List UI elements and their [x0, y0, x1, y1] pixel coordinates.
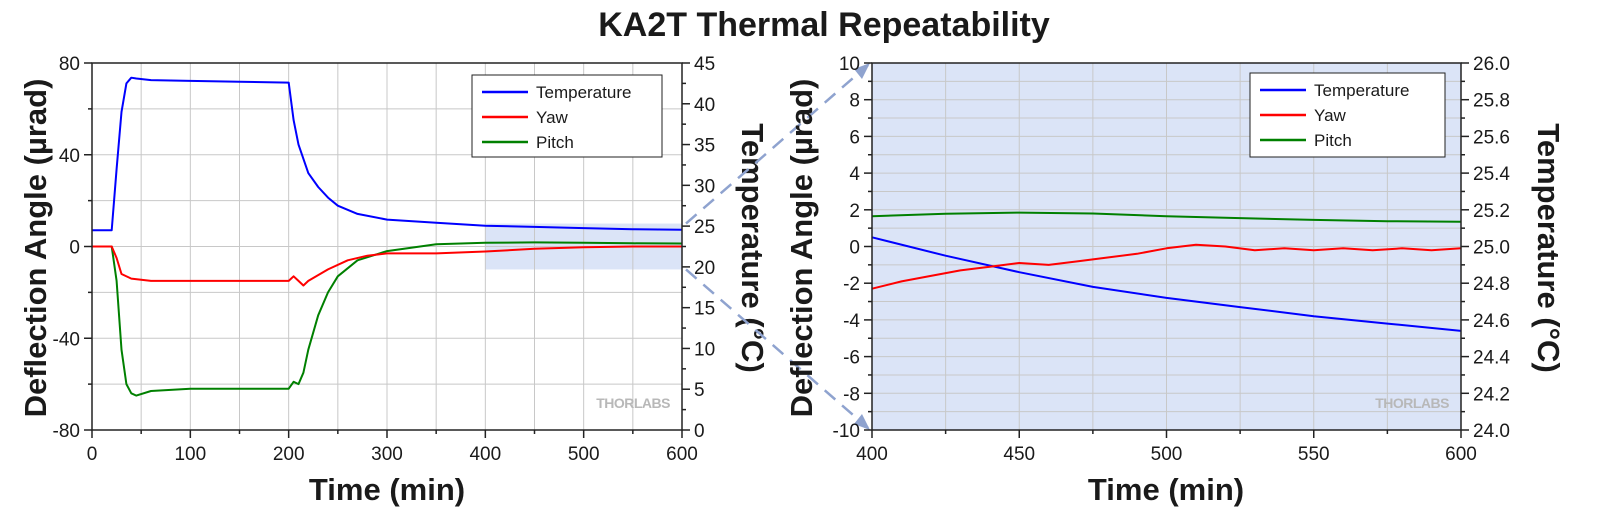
- y2-tick-label: 25.6: [1473, 127, 1510, 148]
- x-tick-label: 450: [1003, 444, 1035, 465]
- y2-tick-label: 24.8: [1473, 274, 1510, 295]
- legend-label-pitch: Pitch: [1314, 131, 1352, 150]
- legend-label-yaw: Yaw: [536, 108, 569, 127]
- y2-tick-label: 25.2: [1473, 201, 1510, 222]
- legend-label-yaw: Yaw: [1314, 106, 1347, 125]
- x-tick-label: 100: [174, 444, 206, 465]
- y-tick-label: 0: [849, 238, 860, 259]
- x-axis-label: Time (min): [1088, 472, 1244, 507]
- y2-tick-label: 20: [694, 258, 715, 279]
- series-line-yaw: [92, 245, 682, 287]
- series-line-temperature: [871, 236, 1462, 332]
- x-tick-label: 500: [1151, 444, 1183, 465]
- y2-axis-label: Temperature (°C): [735, 123, 770, 373]
- x-tick-label: 400: [469, 444, 501, 465]
- y-tick-label: 40: [59, 146, 80, 167]
- y2-tick-label: 10: [694, 339, 715, 360]
- y2-tick-label: 0: [694, 421, 705, 442]
- y-tick-label: -8: [843, 384, 860, 405]
- y-tick-label: -10: [833, 421, 860, 442]
- series-line-pitch: [871, 211, 1462, 223]
- plot-area: [92, 76, 683, 397]
- series-line-yaw: [871, 243, 1462, 290]
- x-tick-label: 550: [1298, 444, 1330, 465]
- y2-tick-label: 45: [694, 54, 715, 75]
- plot-area: [871, 211, 1462, 332]
- y-tick-label: 2: [849, 201, 860, 222]
- y-tick-label: -2: [843, 274, 860, 295]
- connector-arrow-top: [854, 63, 870, 79]
- y2-tick-label: 35: [694, 136, 715, 157]
- y2-tick-label: 30: [694, 176, 715, 197]
- y-tick-label: 10: [839, 54, 860, 75]
- y-tick-label: -80: [53, 421, 80, 442]
- series-line-temperature: [92, 76, 683, 232]
- chart-overview: 0 100 200 300 400 500 600 -80 -40 0 40 80 0 5 10 15 20 25…: [18, 54, 770, 507]
- zoom-connectors: [685, 63, 870, 430]
- y-tick-label: -40: [53, 329, 80, 350]
- legend-label-temperature: Temperature: [536, 83, 631, 102]
- y2-tick-label: 25.8: [1473, 91, 1510, 112]
- x-tick-label: 200: [273, 444, 305, 465]
- legend: Temperature Yaw Pitch: [1249, 72, 1446, 158]
- y2-tick-label: 24.4: [1473, 348, 1510, 369]
- chart-zoom: 400 450 500 550 600 -10 -8 -6 -4 -2 0 2 4 6 8 10 24.0 24.…: [784, 54, 1566, 507]
- x-tick-label: 0: [87, 444, 98, 465]
- y2-tick-label: 24.2: [1473, 384, 1510, 405]
- y-tick-label: -4: [843, 311, 860, 332]
- x-tick-label: 400: [856, 444, 888, 465]
- x-tick-label: 500: [568, 444, 600, 465]
- legend-label-pitch: Pitch: [536, 133, 574, 152]
- y-tick-label: 80: [59, 54, 80, 75]
- watermark: THORLABS: [596, 395, 670, 411]
- x-tick-label: 600: [1445, 444, 1477, 465]
- y2-tick-label: 24.6: [1473, 311, 1510, 332]
- y2-tick-label: 26.0: [1473, 54, 1510, 75]
- ticks: 0 100 200 300 400 500 600 -80 -40 0 40 80 0 5 10 15 20 25…: [53, 54, 716, 465]
- watermark: THORLABS: [1375, 395, 1449, 411]
- y-tick-label: 0: [69, 238, 80, 259]
- x-axis-label: Time (min): [309, 472, 465, 507]
- figure-title: KA2T Thermal Repeatability: [598, 6, 1050, 44]
- legend: Temperature Yaw Pitch: [471, 74, 663, 158]
- ticks: 400 450 500 550 600 -10 -8 -6 -4 -2 0 2 4 6 8 10 24.0 24.…: [833, 54, 1511, 465]
- y2-tick-label: 40: [694, 95, 715, 116]
- connector-bottom: [685, 268, 869, 429]
- y2-axis-label: Temperature (°C): [1531, 123, 1566, 373]
- y-axis-label: Deflection Angle (µrad): [784, 79, 819, 418]
- y-tick-label: 6: [849, 127, 860, 148]
- y-tick-label: 8: [849, 91, 860, 112]
- x-tick-label: 600: [666, 444, 698, 465]
- y-tick-label: -6: [843, 348, 860, 369]
- y2-tick-label: 25: [694, 217, 715, 238]
- y-axis-label: Deflection Angle (µrad): [18, 79, 53, 418]
- y2-tick-label: 24.0: [1473, 421, 1510, 442]
- legend-label-temperature: Temperature: [1314, 81, 1409, 100]
- x-tick-label: 300: [371, 444, 403, 465]
- y2-tick-label: 15: [694, 299, 715, 320]
- connector-arrow-bottom: [854, 414, 870, 430]
- y-tick-label: 4: [849, 164, 860, 185]
- series-line-pitch: [92, 241, 683, 397]
- y2-tick-label: 25.0: [1473, 238, 1510, 259]
- y2-tick-label: 25.4: [1473, 164, 1510, 185]
- y2-tick-label: 5: [694, 380, 705, 401]
- connector-top: [685, 64, 869, 225]
